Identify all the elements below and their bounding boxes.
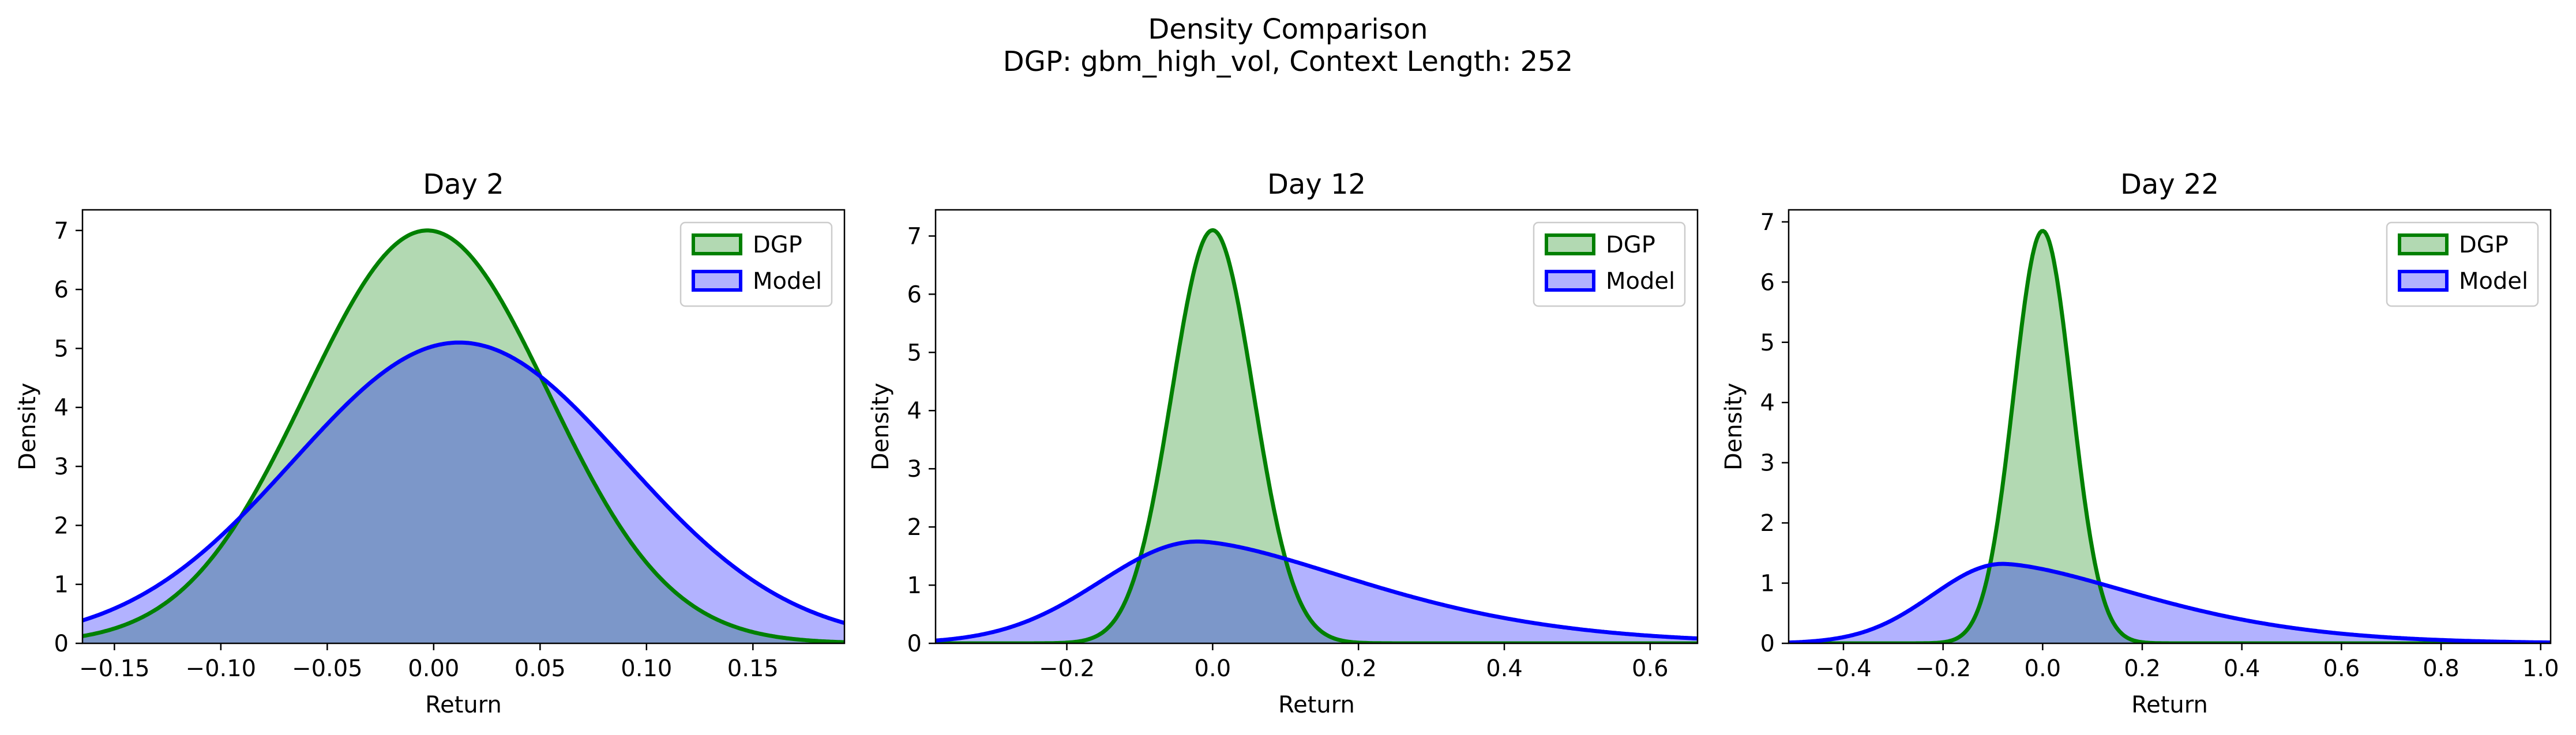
y-tick-label: 4 (54, 395, 69, 421)
y-tick-label: 6 (54, 277, 69, 303)
legend-box (2386, 221, 2539, 307)
y-tick-label: 6 (907, 281, 922, 308)
x-tick-label: −0.4 (1815, 655, 1871, 682)
legend-label-dgp: DGP (753, 232, 802, 258)
y-tick-label: 4 (1760, 390, 1775, 416)
legend: DGP Model (1533, 221, 1686, 307)
x-tick-label: 0.15 (727, 655, 779, 682)
subplot-title: Day 22 (2120, 168, 2219, 201)
x-tick-label: 0.0 (2025, 655, 2061, 682)
subplot-2: −0.2 0.0 0.2 0.4 0.6 0 1 2 3 4 5 6 7 Day 12 Return Dens… (868, 168, 1699, 718)
x-tick-label: −0.15 (79, 655, 150, 682)
subplot-title: Day 12 (1267, 168, 1366, 201)
x-tick-label: −0.2 (1915, 655, 1971, 682)
legend-swatch-model (692, 270, 742, 292)
y-tick-label: 4 (907, 398, 922, 424)
y-axis-label: Density (14, 383, 41, 470)
x-tick-label: 0.2 (2124, 655, 2161, 682)
legend: DGP Model (2386, 221, 2539, 307)
y-tick-label: 5 (907, 340, 922, 366)
subplot-title: Day 2 (423, 168, 504, 201)
legend-label-model: Model (753, 268, 822, 295)
legend-swatch-model (2398, 270, 2449, 292)
y-tick-label: 0 (1760, 631, 1775, 657)
series-dgp-fill (82, 230, 844, 643)
legend-label-model: Model (2459, 268, 2528, 295)
legend: DGP Model (679, 221, 833, 307)
y-tick-label: 1 (54, 572, 69, 598)
legend-label-model: Model (1606, 268, 1675, 295)
x-tick-label: 0.2 (1340, 655, 1377, 682)
x-tick-label: −0.05 (292, 655, 363, 682)
y-tick-label: 7 (907, 223, 922, 250)
x-axis-label: Return (1278, 692, 1355, 718)
legend-label-dgp: DGP (2459, 232, 2509, 258)
y-tick-label: 0 (907, 631, 922, 657)
x-tick-label: 0.6 (2323, 655, 2360, 682)
series-model-line (1789, 561, 2551, 643)
legend-box (1533, 221, 1686, 307)
x-tick-label: 0.0 (1195, 655, 1231, 682)
subplot-3: −0.4 −0.2 0.0 0.2 0.4 0.6 0.8 1.0 0 1 2 3 4 5 6 7 Day 22… (1721, 168, 2559, 718)
legend-label-dgp: DGP (1606, 232, 1655, 258)
legend-swatch-dgp (692, 233, 742, 255)
y-tick-label: 6 (1760, 269, 1775, 296)
plot-area (82, 228, 844, 643)
y-tick-label: 0 (54, 631, 69, 657)
subplot-1: −0.15 −0.10 −0.05 0.00 0.05 0.10 0.15 0 1 2 3 4 5 6 7 D… (14, 168, 846, 718)
y-tick-label: 2 (1760, 510, 1775, 537)
y-axis-label: Density (1721, 383, 1747, 470)
y-tick-label: 3 (907, 456, 922, 483)
y-tick-label: 7 (54, 218, 69, 244)
series-model-fill (82, 342, 844, 643)
y-tick-label: 1 (907, 572, 922, 599)
y-axis-label: Density (868, 383, 894, 470)
y-tick-label: 2 (907, 514, 922, 541)
x-tick-label: 0.00 (408, 655, 459, 682)
x-tick-label: 0.10 (621, 655, 672, 682)
figure-subtitle: DGP: gbm_high_vol, Context Length: 252 (1002, 46, 1574, 78)
series-model-line (82, 340, 844, 625)
x-tick-label: 0.6 (1632, 655, 1669, 682)
x-axis-label: Return (2131, 692, 2208, 718)
y-tick-label: 3 (1760, 450, 1775, 477)
legend-swatch-dgp (2398, 233, 2449, 255)
x-axis-label: Return (425, 692, 502, 718)
figure-title: Density Comparison (1148, 13, 1428, 46)
x-tick-label: 0.4 (1486, 655, 1523, 682)
axes-frame (81, 209, 846, 644)
x-tick-label: −0.10 (186, 655, 257, 682)
y-tick-label: 3 (54, 454, 69, 480)
y-tick-label: 7 (1760, 209, 1775, 236)
axes-frame (934, 209, 1699, 644)
x-tick-label: 0.4 (2224, 655, 2260, 682)
y-tick-label: 2 (54, 512, 69, 539)
legend-swatch-model (1545, 270, 1595, 292)
y-tick-label: 1 (1760, 571, 1775, 597)
legend-box (679, 221, 833, 307)
x-tick-label: 1.0 (2522, 655, 2559, 682)
x-tick-label: −0.2 (1039, 655, 1095, 682)
x-tick-label: 0.8 (2423, 655, 2459, 682)
y-tick-label: 5 (54, 336, 69, 362)
x-tick-label: 0.05 (515, 655, 566, 682)
series-dgp-line (82, 228, 844, 643)
legend-swatch-dgp (1545, 233, 1595, 255)
y-tick-label: 5 (1760, 330, 1775, 356)
series-model-line (936, 539, 1698, 643)
axes-frame (1788, 209, 2552, 644)
